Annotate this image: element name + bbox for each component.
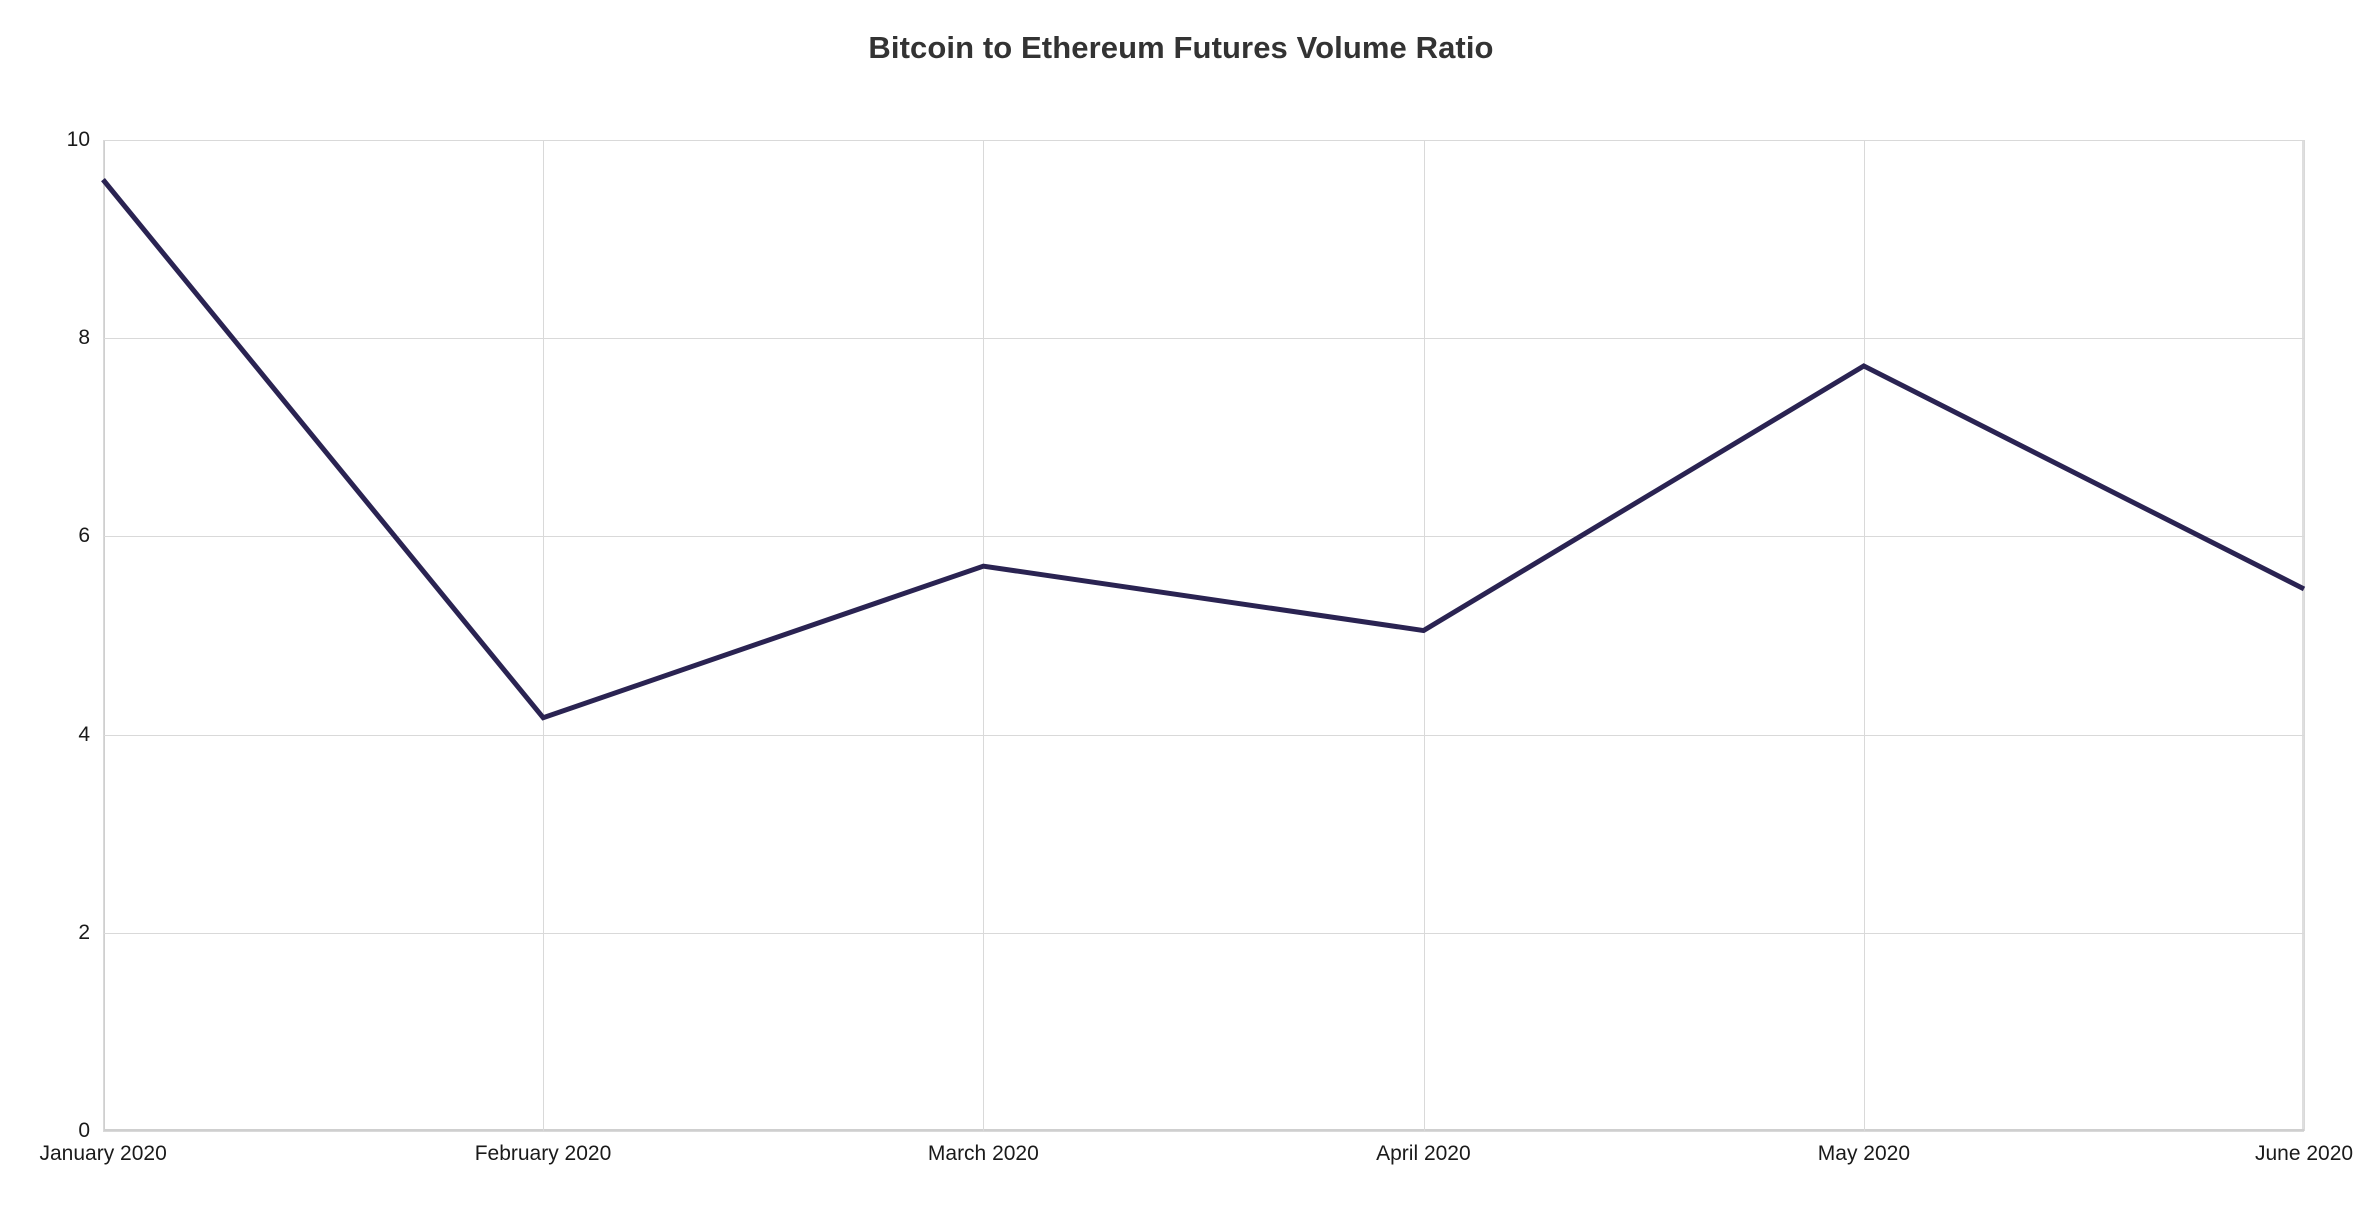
gridline-y-2 (103, 932, 2304, 934)
line-series-bitcoin-to-ethereum-futures-volume-ratio (101, 178, 2306, 721)
gridline-y-10 (103, 140, 2304, 141)
y-tick-label-8: 8 (78, 326, 90, 350)
gridline-x-4 (1863, 140, 1865, 1131)
x-tick-label-june-2020: June 2020 (2255, 1142, 2354, 1165)
y-tick-label-4: 4 (78, 722, 90, 746)
plot-area (101, 140, 2306, 1132)
series-polyline (101, 178, 2306, 721)
gridline-y-6 (103, 536, 2304, 538)
gridline-y-4 (103, 734, 2304, 736)
x-tick-label-may-2020: May 2020 (1817, 1142, 1911, 1165)
gridline-x-0 (103, 140, 104, 1131)
y-tick-label-2: 2 (78, 920, 90, 944)
y-axis-line (103, 140, 105, 1131)
y-tick-label-10: 10 (66, 128, 90, 151)
gridline-x-5 (2304, 140, 2305, 1131)
gridline-x-2 (983, 140, 985, 1131)
gridline-x-3 (1423, 140, 1425, 1131)
y-tick-label-0: 0 (78, 1119, 90, 1142)
x-tick-label-april-2020: April 2020 (1376, 1142, 1471, 1165)
y-tick-label-6: 6 (78, 524, 90, 548)
gridline-y-0 (103, 1131, 2304, 1132)
x-tick-label-january-2020: January 2020 (39, 1142, 167, 1165)
gridline-x-1 (543, 140, 545, 1131)
x-axis-line (103, 1129, 2304, 1131)
x-tick-label-february-2020: February 2020 (474, 1142, 612, 1165)
gridline-y-8 (103, 338, 2304, 340)
plot-right-border (2302, 140, 2304, 1131)
x-tick-label-march-2020: March 2020 (927, 1142, 1039, 1165)
chart-title: Bitcoin to Ethereum Futures Volume Ratio (868, 30, 1494, 65)
